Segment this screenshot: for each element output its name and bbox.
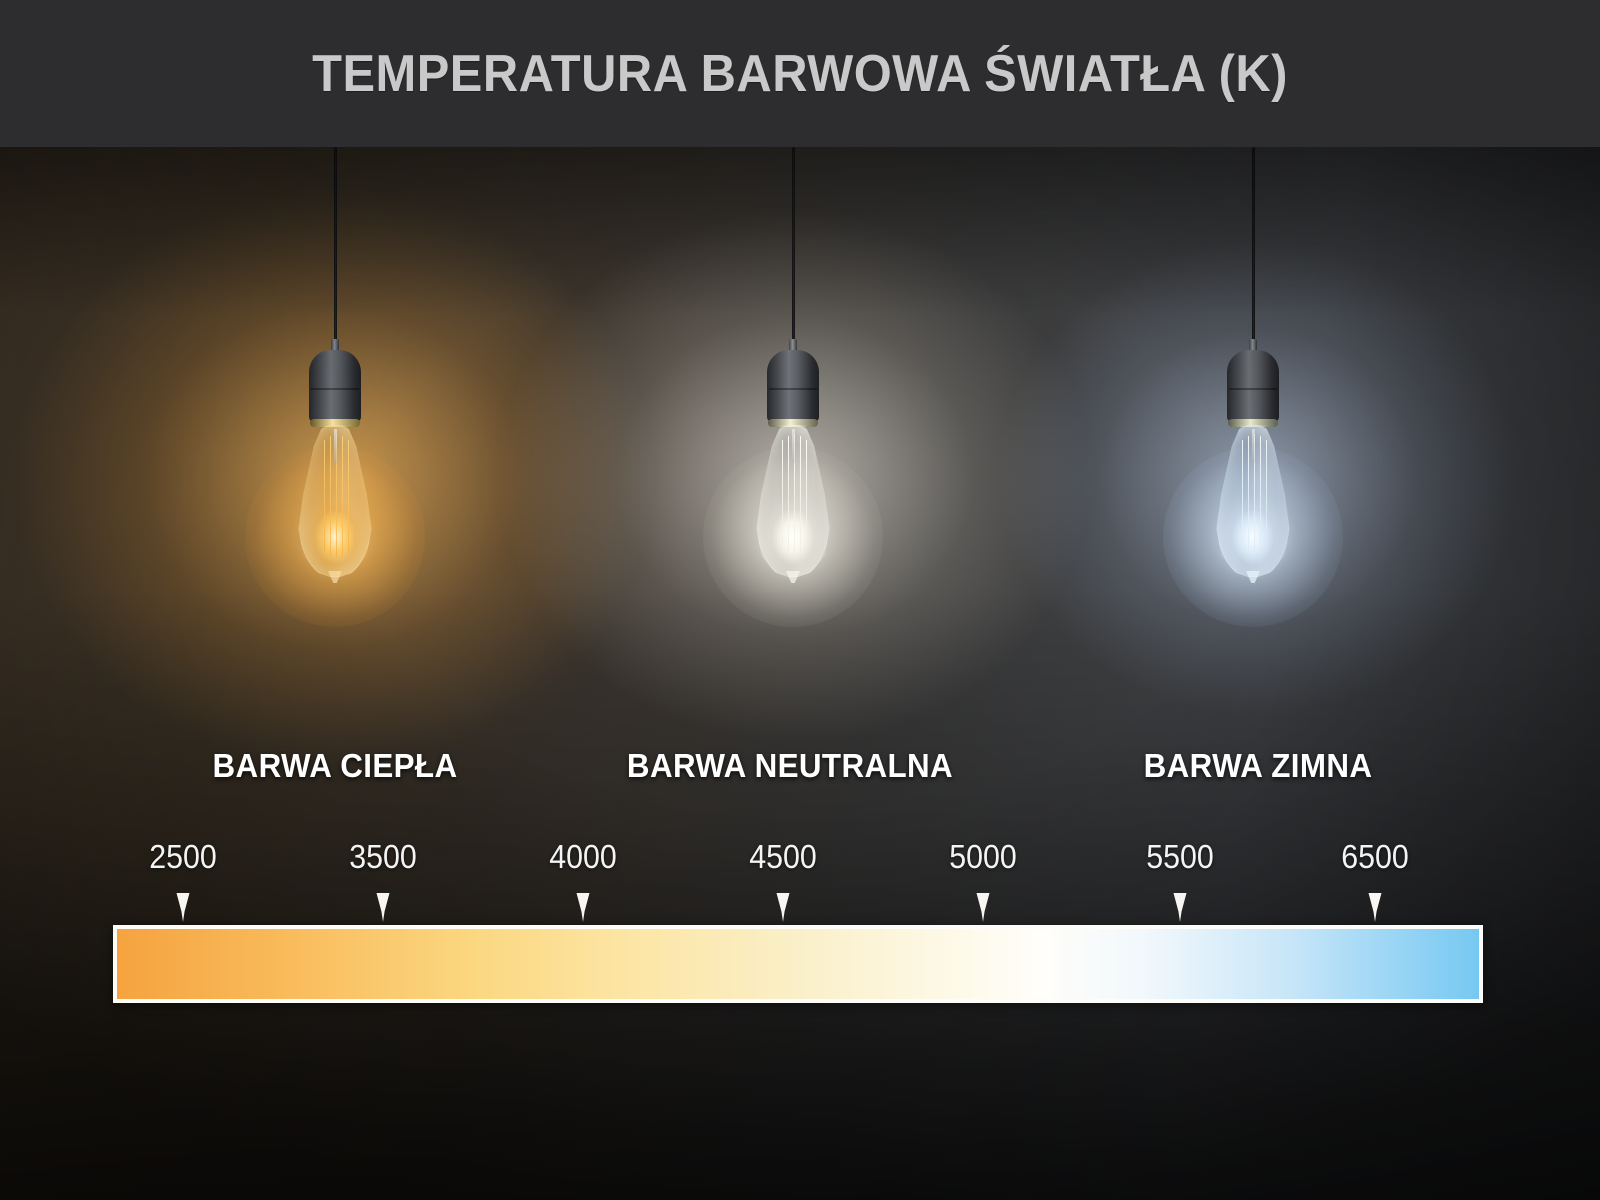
scale-pointer-5000-icon xyxy=(976,893,990,922)
page-title: TEMPERATURA BARWOWA ŚWIATŁA (K) xyxy=(312,44,1288,103)
cord-icon xyxy=(1251,147,1255,347)
scale-value-2500: 2500 xyxy=(149,838,217,875)
filament-stem-icon xyxy=(1251,429,1255,463)
scale-pointer-2500-icon xyxy=(176,893,190,922)
scale-pointer-5500-icon xyxy=(1173,893,1187,922)
scale-value-5000: 5000 xyxy=(949,838,1017,875)
stage-shading-overlay xyxy=(0,147,1600,1200)
bulb-tip-icon xyxy=(328,571,342,583)
filament-stem-icon xyxy=(791,429,795,463)
scale-value-4500: 4500 xyxy=(749,838,817,875)
lamps-photo-stage xyxy=(0,147,1600,1200)
scale-pointer-4000-icon xyxy=(576,893,590,922)
socket-icon xyxy=(767,350,819,422)
scale-pointer-4500-icon xyxy=(776,893,790,922)
bulb-tip-icon xyxy=(786,571,800,583)
temperature-gradient-frame xyxy=(113,925,1483,1003)
filament-stem-icon xyxy=(333,429,337,463)
scale-value-3500: 3500 xyxy=(349,838,417,875)
bulb-tip-icon xyxy=(1246,571,1260,583)
scale-value-4000: 4000 xyxy=(549,838,617,875)
cord-icon xyxy=(333,147,337,347)
socket-icon xyxy=(309,350,361,422)
category-label-warm: BARWA CIEPŁA xyxy=(212,747,458,784)
stage-vignette-overlay xyxy=(0,147,1600,1200)
category-label-cold: BARWA ZIMNA xyxy=(1143,747,1373,784)
header-bar: TEMPERATURA BARWOWA ŚWIATŁA (K) xyxy=(0,0,1600,147)
scale-pointer-6500-icon xyxy=(1368,893,1382,922)
category-label-neutral: BARWA NEUTRALNA xyxy=(626,747,954,784)
scale-value-6500: 6500 xyxy=(1341,838,1409,875)
socket-icon xyxy=(1227,350,1279,422)
cord-icon xyxy=(791,147,795,347)
scale-value-5500: 5500 xyxy=(1146,838,1214,875)
scale-pointer-3500-icon xyxy=(376,893,390,922)
temperature-gradient-bar xyxy=(117,929,1479,999)
